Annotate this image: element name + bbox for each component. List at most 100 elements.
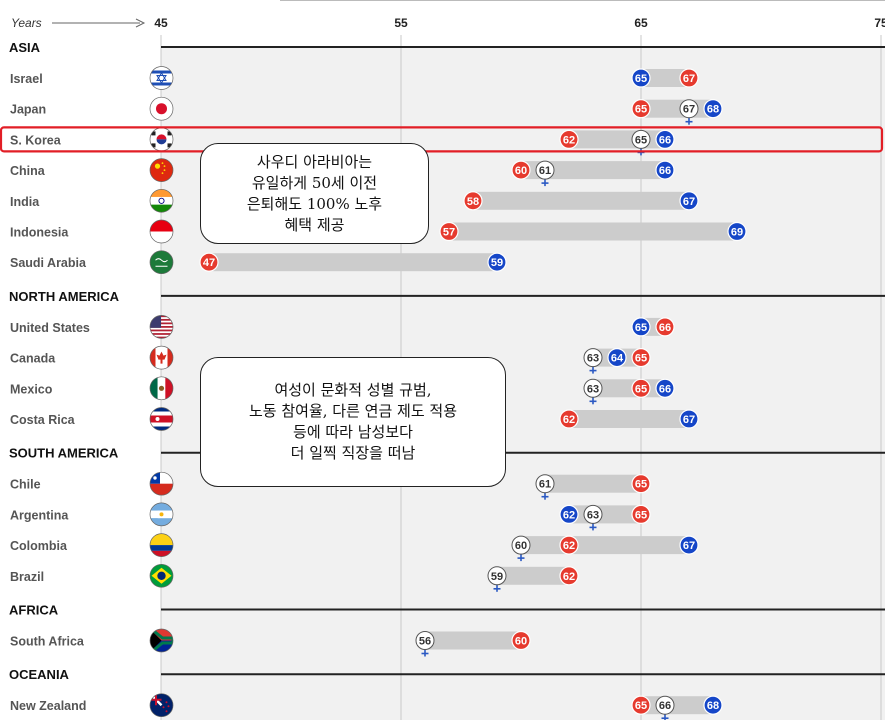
row-brazil: Brazil 59 62 [10, 563, 579, 592]
row-indonesia: Indonesia 69 57 [10, 219, 747, 244]
range-bar [209, 253, 497, 272]
flag-part [150, 196, 173, 205]
flag-part [150, 346, 156, 370]
flag-part [150, 315, 173, 318]
tick-label-65: 65 [634, 16, 648, 30]
flag-part [156, 72, 167, 84]
value-label-both-59: 59 [491, 571, 503, 583]
men-dot-68 [703, 99, 723, 119]
flag-part [158, 385, 165, 391]
flag-part [150, 518, 173, 526]
flag-part [150, 204, 173, 213]
value-label-women-47: 47 [203, 257, 215, 269]
country-label: Japan [10, 103, 46, 117]
range-bar [521, 536, 689, 555]
flag-part [150, 326, 173, 328]
value-label-men-66: 66 [659, 383, 671, 395]
chile-flag-icon [150, 472, 173, 496]
region-label: NORTH AMERICA [9, 289, 120, 304]
value-label-men-67: 67 [683, 540, 695, 552]
country-label: S. Korea [10, 133, 62, 147]
flag-part [158, 197, 165, 204]
men-dot-69 [727, 221, 747, 242]
flag-part [150, 550, 173, 557]
men-dot-66 [655, 378, 675, 398]
value-label-women-67: 67 [683, 73, 695, 85]
flag-part [150, 483, 173, 496]
row-japan: Japan 67 68 65 [10, 96, 723, 125]
flag-part [150, 82, 173, 86]
row-costa-rica: Costa Rica 67 62 [10, 407, 699, 431]
value-label-both-63: 63 [587, 383, 599, 395]
women-dot-62 [559, 409, 579, 429]
flag-part [151, 131, 156, 136]
women-dot-65 [631, 695, 651, 715]
value-label-men-68: 68 [707, 700, 719, 712]
men-dot-68 [703, 695, 723, 715]
women-dot-65 [631, 378, 651, 398]
flag-part [167, 705, 170, 708]
flag-part [150, 376, 158, 400]
region-header-bg [0, 440, 160, 467]
saudi-callout: 사우디 아라비아는 유일하게 50세 이전 은퇴해도 100% 노후 혜택 제공 [200, 143, 429, 244]
flag-part [150, 322, 173, 325]
women-dot-57 [439, 221, 459, 242]
value-label-both-67: 67 [683, 104, 695, 116]
region-label: ASIA [9, 40, 41, 55]
women-dot-62 [559, 535, 579, 555]
country-label: Israel [10, 72, 43, 86]
women-dot-60 [511, 630, 531, 651]
flag-part [150, 472, 173, 484]
range-bar [569, 505, 641, 524]
row-colombia: Colombia 60 67 62 [10, 533, 699, 562]
row-south-africa: South Africa 56 60 [10, 628, 531, 657]
value-label-both-63: 63 [587, 509, 599, 521]
flag-part [150, 629, 162, 652]
axis-arrow-head [135, 18, 146, 28]
country-label: Saudi Arabia [10, 256, 87, 270]
row-saudi-arabia: Saudi Arabia 59 47 [10, 250, 507, 275]
tick-label-55: 55 [394, 16, 408, 30]
country-label: China [10, 164, 46, 178]
usa-flag-icon [150, 315, 173, 339]
both-dot-61 [535, 474, 555, 494]
row-mexico: Mexico 63 66 65 [10, 376, 675, 405]
value-label-men-67: 67 [683, 414, 695, 426]
flag-part [150, 336, 173, 339]
value-label-men-66: 66 [659, 134, 671, 146]
women-dot-62 [559, 566, 579, 586]
region-header-bg [0, 283, 160, 310]
women-dot-65 [631, 504, 651, 525]
range-bar [641, 99, 713, 118]
argentina-flag-icon [150, 502, 173, 526]
value-label-both-61: 61 [539, 165, 551, 177]
women-callout: 여성이 문화적 성별 규범, 노동 참여율, 다른 연금 제도 적용 등에 따라… [200, 357, 506, 487]
flag-part [150, 629, 173, 652]
women-dot-66 [655, 317, 675, 337]
country-label: India [10, 195, 40, 209]
men-dot-59 [487, 252, 507, 272]
range-bar [641, 69, 689, 87]
country-label: United States [10, 321, 90, 335]
flag-part [150, 189, 173, 197]
flag-border [149, 533, 174, 557]
men-dot-64 [607, 348, 627, 368]
flag-part [157, 571, 166, 580]
value-label-men-59: 59 [491, 257, 503, 269]
men-dot-67 [679, 191, 699, 211]
flag-part [150, 318, 173, 321]
flag-part [150, 329, 173, 332]
flag-border [149, 628, 174, 653]
flag-border [149, 407, 174, 431]
region-header-bg [0, 662, 160, 689]
flag-border [149, 471, 174, 496]
value-label-women-65: 65 [635, 383, 647, 395]
men-dot-62 [559, 504, 579, 525]
region-asia: ASIA [0, 35, 885, 61]
women-dot-65 [631, 348, 651, 368]
both-dot-63 [583, 348, 603, 368]
saudi-arabia-flag-icon [150, 250, 173, 274]
value-label-men-64: 64 [611, 353, 624, 365]
flag-part [150, 545, 173, 551]
flag-part [155, 258, 168, 263]
